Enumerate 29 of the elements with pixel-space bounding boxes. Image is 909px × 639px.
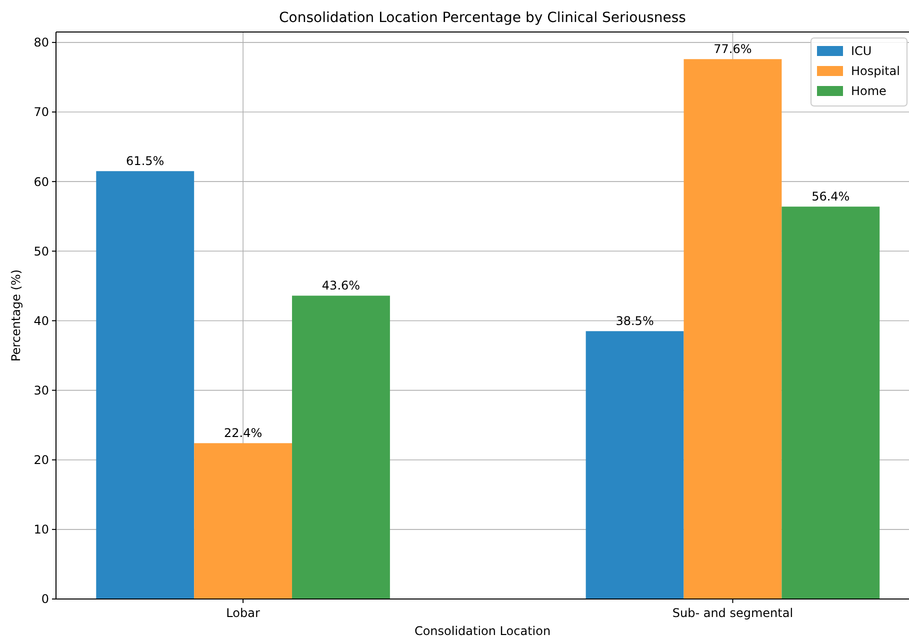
y-tick-label: 10 bbox=[34, 522, 49, 537]
y-tick-label: 20 bbox=[34, 453, 49, 468]
chart-title: Consolidation Location Percentage by Clinical Seriousness bbox=[279, 10, 686, 26]
y-tick-label: 60 bbox=[34, 174, 49, 189]
y-tick-label: 0 bbox=[41, 592, 49, 606]
bar bbox=[292, 296, 390, 599]
data-label: 56.4% bbox=[812, 190, 850, 204]
y-tick-label: 50 bbox=[34, 244, 49, 258]
legend-label: Home bbox=[851, 84, 886, 98]
legend-label: Hospital bbox=[851, 64, 900, 78]
x-tick-label: Lobar bbox=[226, 606, 260, 620]
bar bbox=[96, 171, 194, 599]
y-axis-title: Percentage (%) bbox=[9, 269, 23, 362]
data-label: 61.5% bbox=[126, 154, 164, 168]
legend-label: ICU bbox=[851, 44, 872, 58]
y-tick-label: 70 bbox=[34, 105, 49, 120]
data-label: 43.6% bbox=[322, 278, 360, 293]
data-label: 77.6% bbox=[714, 42, 752, 56]
bar bbox=[782, 206, 880, 599]
x-tick-label: Sub- and segmental bbox=[672, 606, 794, 620]
y-tick-label: 40 bbox=[34, 314, 49, 328]
data-label: 38.5% bbox=[616, 314, 654, 328]
y-tick-label: 80 bbox=[34, 36, 49, 50]
y-tick-label: 30 bbox=[34, 383, 49, 398]
bar bbox=[684, 59, 782, 599]
bar bbox=[586, 331, 684, 599]
x-axis-title: Consolidation Location bbox=[414, 624, 551, 638]
bar bbox=[194, 443, 292, 599]
data-label: 22.4% bbox=[224, 426, 262, 440]
